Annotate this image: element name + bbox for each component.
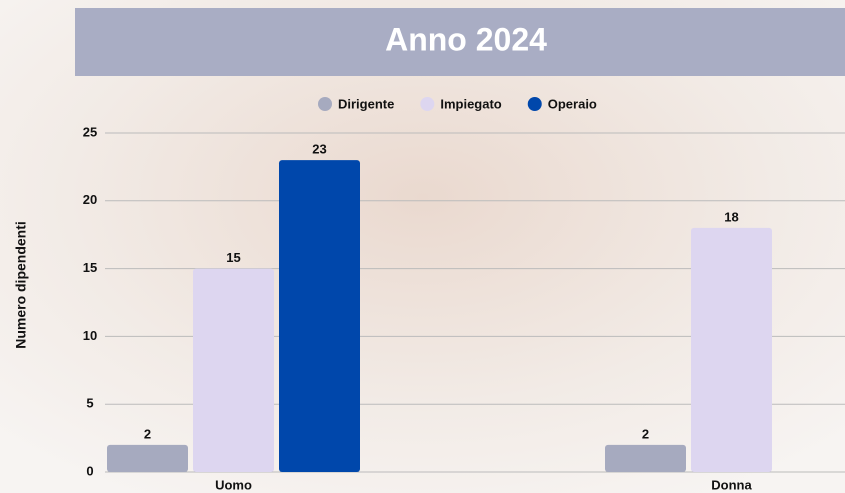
title-banner: [75, 8, 845, 76]
bar: [605, 444, 686, 472]
y-tick-label: 25: [83, 124, 97, 139]
y-tick-label: 15: [83, 260, 97, 275]
y-tick-label: 10: [83, 328, 97, 343]
bar: [193, 268, 274, 472]
legend-label: Impiegato: [440, 96, 501, 111]
value-label: 18: [724, 209, 738, 224]
value-label: 15: [226, 250, 240, 265]
y-tick-label: 0: [86, 463, 93, 478]
value-label: 2: [642, 426, 649, 441]
bar: [107, 444, 188, 472]
y-tick-label: 20: [83, 192, 97, 207]
value-label: 23: [312, 142, 326, 157]
bar: [691, 227, 772, 472]
x-tick-label: Uomo: [215, 477, 252, 492]
legend-marker: [318, 97, 332, 111]
legend-marker: [420, 97, 435, 111]
value-label: 2: [144, 426, 151, 441]
y-axis-label: Numero dipendenti: [13, 221, 29, 349]
legend-label: Operaio: [548, 96, 597, 111]
bar: [279, 160, 360, 472]
y-tick-label: 5: [86, 396, 93, 411]
legend-marker: [527, 97, 542, 111]
chart-title: Anno 2024: [385, 21, 547, 57]
x-tick-label: Donna: [711, 477, 752, 492]
legend-label: Dirigente: [338, 96, 394, 111]
